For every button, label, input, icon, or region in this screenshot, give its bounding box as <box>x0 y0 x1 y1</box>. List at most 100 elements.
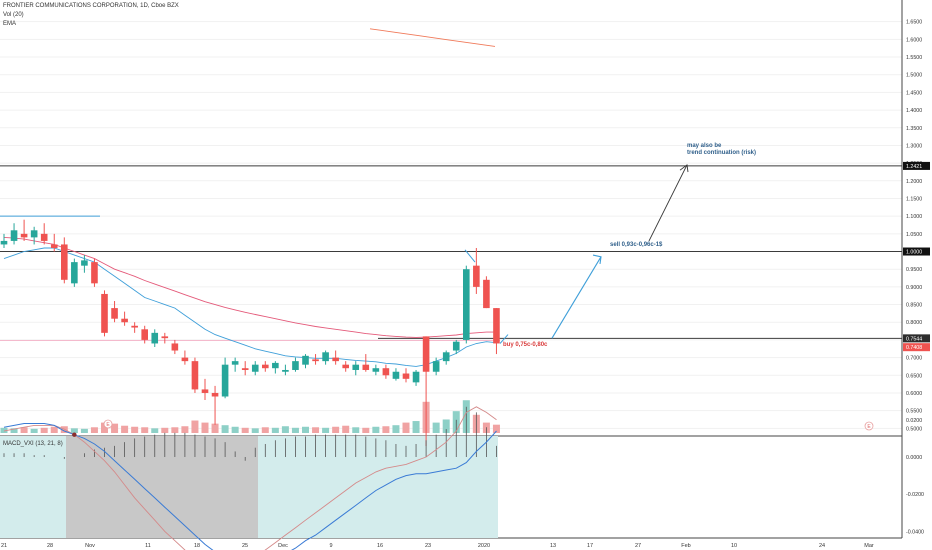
volume-bar <box>281 426 289 433</box>
volume-bar <box>191 420 199 433</box>
volume-bar <box>90 427 98 433</box>
candle-body <box>40 233 48 241</box>
volume-bar <box>492 424 500 433</box>
horizontal-levels <box>0 165 902 342</box>
time-tick-label: Dec <box>278 543 288 549</box>
macd-bg-segment <box>0 436 66 538</box>
macd-bg-segment <box>66 436 258 538</box>
candle-body <box>141 329 148 340</box>
candle-body <box>422 336 430 372</box>
time-tick-label: 17 <box>587 543 593 549</box>
price-tick-label: 1.6500 <box>906 20 922 26</box>
volume-bar <box>151 428 159 433</box>
candle-body <box>111 308 118 319</box>
candle-body <box>362 364 370 370</box>
price-tick-label: 0.9000 <box>906 285 922 291</box>
volume-bar <box>171 427 179 433</box>
volume-bar <box>211 423 219 433</box>
volume-bar <box>302 426 309 433</box>
time-tick-label: 25 <box>242 543 248 549</box>
volume-indicator-label: Vol (20) <box>3 12 24 18</box>
volume-bar <box>50 426 58 433</box>
time-axis: 21 28 Nov 11 18 25 Dec 9 16 23 2020 13 17 27 Feb 10 24 Ma… <box>1 543 874 549</box>
candle-body <box>151 332 159 344</box>
macd-tick-label: 0.0000 <box>906 455 922 461</box>
price-tick-label: 1.5000 <box>906 73 922 79</box>
volume-bar <box>161 427 169 433</box>
candle-body <box>201 389 209 393</box>
candle-body <box>342 364 349 369</box>
candle-body <box>322 352 329 362</box>
candle-body <box>473 265 480 287</box>
candle-body <box>452 341 460 351</box>
macd-tick-label: -0.0200 <box>906 492 924 498</box>
price-tick-label: 1.0500 <box>906 232 922 238</box>
price-tick-label: 1.5500 <box>906 55 922 61</box>
macd-tick-label: -0.0400 <box>906 529 924 535</box>
price-label-box <box>903 161 930 170</box>
volume-bar <box>60 426 68 433</box>
price-tick-label: 0.9500 <box>906 267 922 273</box>
time-tick-label: Feb <box>681 543 690 549</box>
volume-bar <box>322 427 330 433</box>
candle-body <box>91 262 98 284</box>
price-tick-label: 1.6000 <box>906 37 922 43</box>
volume-bar <box>442 419 450 433</box>
price-tick-label: 0.8000 <box>906 320 922 326</box>
swing-arrow <box>499 334 509 344</box>
volume-bar <box>201 422 209 433</box>
ema-long-line <box>369 28 496 47</box>
volume-bar <box>80 428 88 433</box>
time-tick-label: 16 <box>377 543 383 549</box>
ema-indicator-label: EMA <box>3 21 17 27</box>
ema-fast-line <box>3 247 497 367</box>
macd-tick-label: 0.0200 <box>906 418 922 424</box>
price-tick-label: 1.4000 <box>906 108 922 114</box>
ema-slow-line <box>3 236 497 338</box>
candle-body <box>171 343 179 351</box>
continuation-arrow <box>648 164 688 242</box>
candle-body <box>372 368 380 372</box>
volume-bar <box>141 427 149 433</box>
price-tick-label: 0.5500 <box>906 409 922 415</box>
candle-body <box>231 361 239 365</box>
time-tick-label: 2020 <box>478 543 490 549</box>
price-label-box <box>903 247 930 256</box>
volume-bar <box>392 425 400 433</box>
volume-bar <box>382 426 390 433</box>
volume-bar <box>131 426 139 433</box>
candle-body <box>292 361 299 370</box>
swing-arrow <box>464 249 476 263</box>
candle-body <box>332 357 339 362</box>
candle-body <box>272 362 279 369</box>
volume-bar <box>342 425 350 433</box>
volume-bar <box>261 427 269 433</box>
volume-bar <box>332 426 340 433</box>
volume-bar <box>231 426 239 433</box>
volume-bar <box>20 427 28 433</box>
price-label-text: 1.2421 <box>906 164 922 170</box>
candle-body <box>282 369 289 372</box>
time-tick-label: 11 <box>145 543 151 549</box>
volume-bar <box>312 427 320 433</box>
macd-lines <box>3 406 497 550</box>
buy-note: buy 0,75c-0,80c <box>503 342 548 348</box>
candle-body <box>20 233 28 238</box>
price-tick-label: 1.1500 <box>906 196 922 202</box>
symbol-title: FRONTIER COMMUNICATIONS CORPORATION, 1D,… <box>3 3 179 9</box>
candle-body <box>0 240 8 245</box>
candle-body <box>30 230 38 238</box>
volume-bar <box>372 426 380 433</box>
time-tick-label: 28 <box>47 543 53 549</box>
time-tick-label: 18 <box>194 543 200 549</box>
volume-bar <box>352 427 360 433</box>
candle-body <box>61 244 68 280</box>
price-axis: 1.6500 1.6000 1.5500 1.5000 1.4500 1.4000 1.35… <box>903 20 930 535</box>
time-tick-label: Mar <box>864 543 874 549</box>
candle-body <box>262 364 269 369</box>
macd-cross-dot <box>72 432 77 437</box>
volume-bar <box>0 427 8 433</box>
volume-bar <box>362 427 370 433</box>
candle-body <box>131 325 138 328</box>
